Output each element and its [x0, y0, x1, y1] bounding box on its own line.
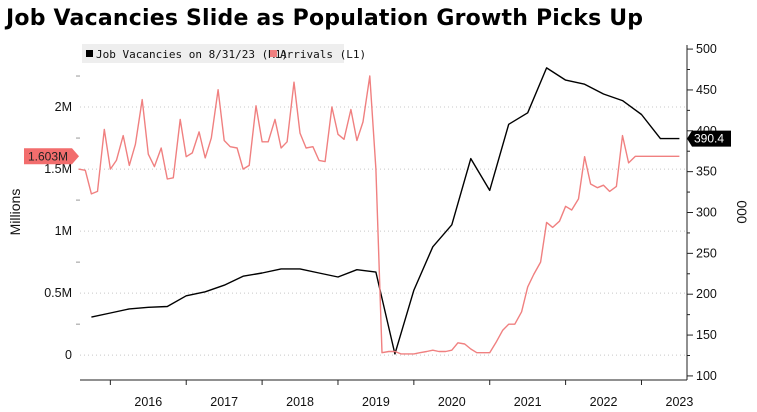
- legend: Job Vacancies on 8/31/23 (R1) Arrivals (…: [82, 44, 366, 63]
- grid-lines: [80, 106, 687, 356]
- right-tick-label-200: 200: [696, 287, 717, 301]
- x-tick-label-2022: 2022: [590, 395, 618, 409]
- left-tick-label-1: 0.5M: [44, 286, 72, 300]
- legend-swatch-vacancies: [86, 50, 93, 57]
- x-tick-label-2019: 2019: [362, 395, 390, 409]
- right-axis-ticks: 100150200250300350400450500: [687, 42, 717, 383]
- x-tick-label-2023: 2023: [666, 395, 694, 409]
- x-tick-label-2018: 2018: [286, 395, 314, 409]
- left-tick-label-0: 0: [65, 348, 72, 362]
- left-axis-ticks: 0 0.5M 1M 1.5M 2M: [44, 75, 80, 362]
- chart-title: Job Vacancies Slide as Population Growth…: [6, 6, 644, 31]
- x-axis-ticks: 2016 2017 2018 2019 2020 2021 2022 2023: [109, 380, 694, 409]
- x-tick-label-2016: 2016: [134, 395, 162, 409]
- legend-label-vacancies: Job Vacancies on 8/31/23 (R1): [96, 48, 288, 61]
- left-tick-label-3: 1.5M: [44, 162, 72, 176]
- left-last-value-flag-shape: [24, 148, 79, 165]
- right-tick-label-500: 500: [696, 42, 717, 56]
- series-layer: [78, 67, 680, 355]
- left-last-value-flag: 1.603M: [24, 148, 79, 165]
- right-tick-label-300: 300: [696, 206, 717, 220]
- x-tick-label-2020: 2020: [438, 395, 466, 409]
- series-line-job-vacancies: [91, 67, 680, 355]
- legend-swatch-arrivals: [270, 50, 277, 57]
- right-tick-label-350: 350: [696, 165, 717, 179]
- right-tick-label-150: 150: [696, 328, 717, 342]
- series-line-arrivals: [78, 75, 680, 355]
- right-tick-label-250: 250: [696, 246, 717, 260]
- left-axis-label: Millions: [7, 189, 23, 236]
- left-tick-label-4: 2M: [55, 100, 72, 114]
- left-tick-label-2: 1M: [55, 224, 72, 238]
- right-tick-label-450: 450: [696, 83, 717, 97]
- x-tick-label-2021: 2021: [514, 395, 542, 409]
- right-tick-label-100: 100: [696, 369, 717, 383]
- x-tick-label-2017: 2017: [210, 395, 238, 409]
- right-axis-label: 000: [734, 200, 750, 224]
- right-last-value-label: 390.4: [694, 132, 724, 146]
- right-last-value-flag: 390.4: [687, 130, 731, 147]
- legend-background: [82, 44, 344, 63]
- left-last-value-label: 1.603M: [28, 149, 68, 163]
- right-last-value-flag-shape: [687, 130, 731, 147]
- legend-label-arrivals: Arrivals (L1): [280, 48, 366, 61]
